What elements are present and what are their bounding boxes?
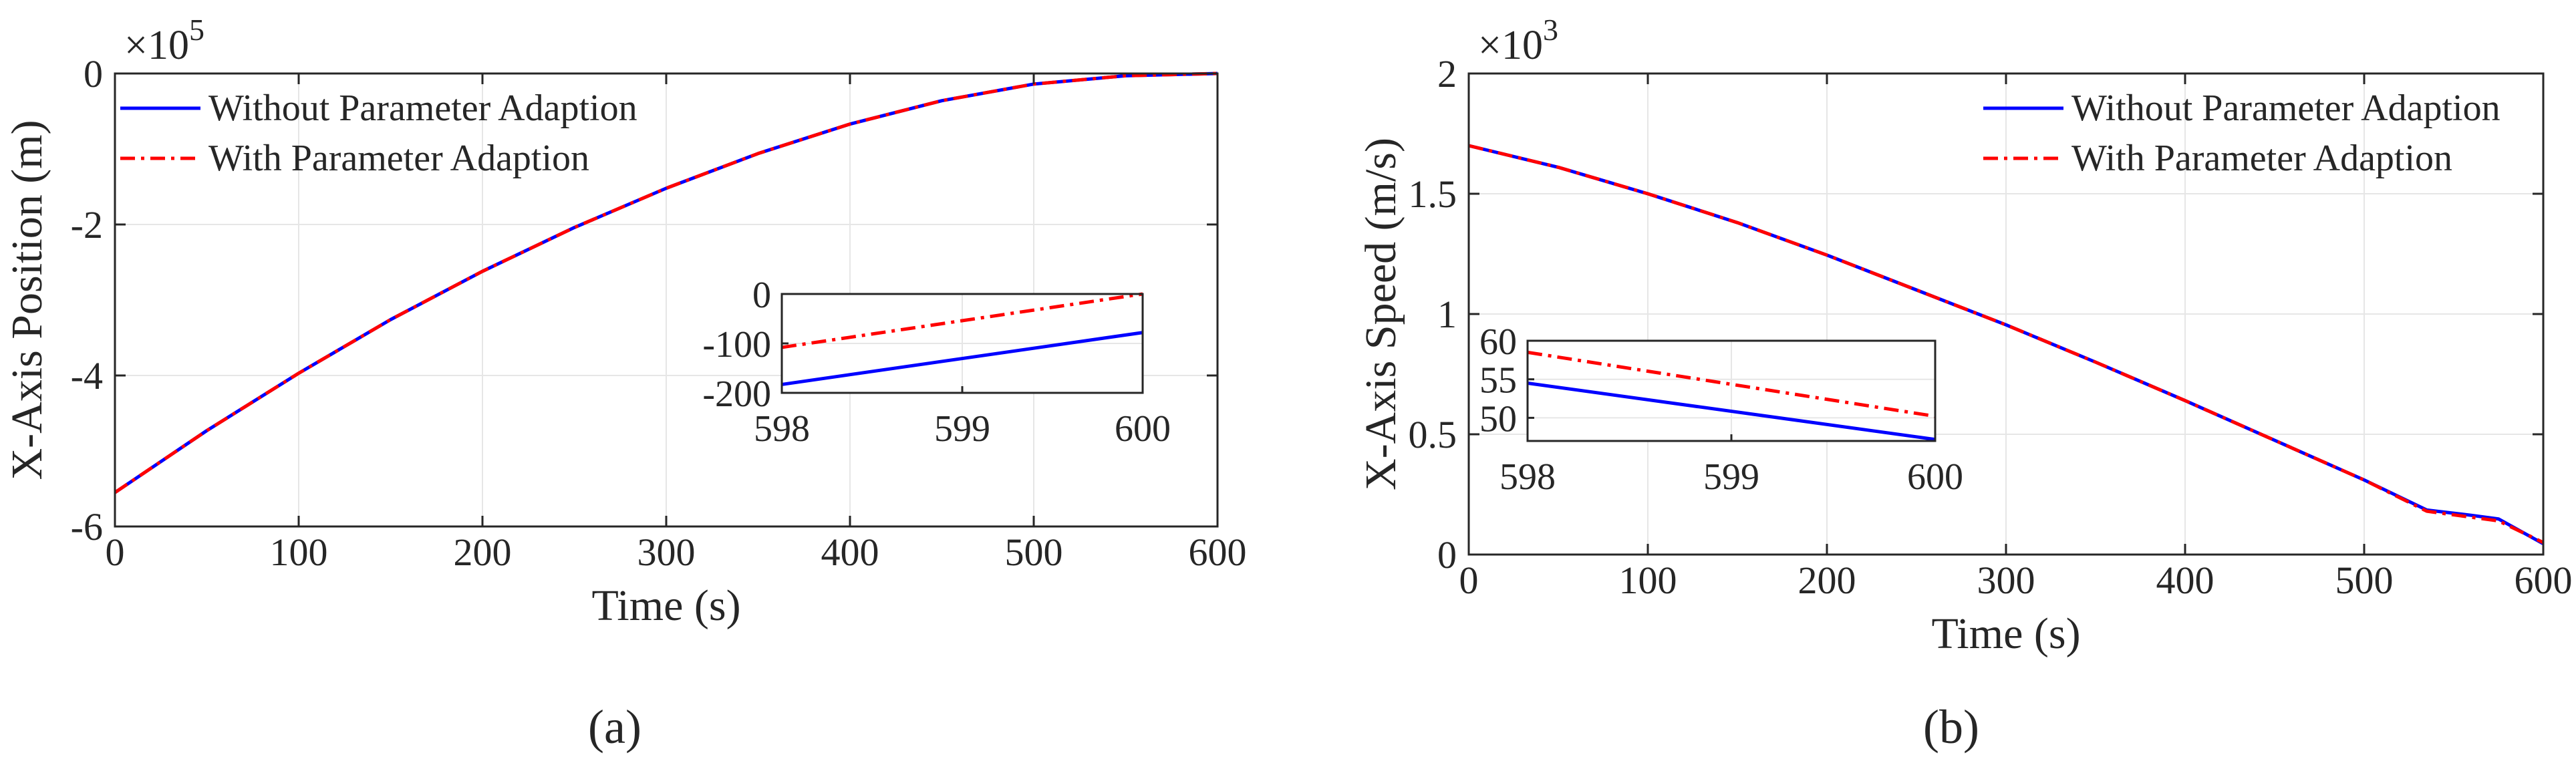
y-tick-label: -4 [71,354,103,398]
inset-y-tick-label: 60 [1479,321,1517,363]
y-tick-label: 0 [84,52,103,96]
y-tick-label: -6 [71,505,103,549]
y-axis-label: X-Axis Position (m) [3,120,51,480]
panel-caption: (b) [1923,700,1979,754]
y-axis-label: X-Axis Speed (m/s) [1356,138,1405,490]
inset-series-line-without-adaption [781,331,1143,386]
inset-x-tick-label: 599 [934,408,990,450]
x-tick-label: 200 [1798,559,1856,602]
inset-y-tick-label: 50 [1479,398,1517,440]
inset-y-tick-label: -100 [702,324,771,365]
x-tick-label: 600 [1189,530,1247,574]
x-tick-label: 300 [637,530,696,574]
inset-x-tick-label: 598 [754,408,810,450]
panel-caption: (a) [588,700,641,754]
y-tick-label: 0 [1437,533,1457,577]
inset-y-tick-label: -200 [702,373,771,415]
chart-panel-b: 0 100 200 300 400 500 600 0 0.5 1 1.5 2 ×103 Time (s)… [1356,13,2573,754]
inset-series-line-with-adaption [1527,350,1936,418]
axis-exponent-label: ×105 [124,13,204,68]
exponent-base: ×10 [1478,23,1543,68]
inset-series-line-with-adaption [781,292,1143,349]
x-tick-label: 100 [1619,559,1677,602]
inset-x-tick-label: 600 [1907,456,1963,498]
inset-y-tick-label: 0 [752,275,771,316]
x-tick-label: 500 [1005,530,1063,574]
y-tick-label: 1.5 [1409,172,1457,216]
x-tick-label: 600 [2515,559,2573,602]
inset-y-tick-label: 55 [1479,360,1517,402]
x-axis-label: Time (s) [1931,609,2080,658]
x-tick-label: 500 [2335,559,2394,602]
exponent-power: 3 [1543,13,1558,47]
inset-x-tick-label: 600 [1115,408,1171,450]
x-tick-label: 100 [270,530,328,574]
x-tick-label: 200 [454,530,512,574]
inset-plot: 598 599 600 -200 -100 0 [702,275,1171,450]
x-tick-label: 0 [106,530,125,574]
y-tick-label: 0.5 [1409,413,1457,456]
x-tick-label: 400 [2156,559,2214,602]
exponent-power: 5 [189,13,204,47]
y-tick-label: 1 [1437,293,1457,336]
x-tick-label: 400 [821,530,879,574]
x-axis-label: Time (s) [591,581,740,630]
y-tick-label: -2 [71,203,103,247]
axis-exponent-label: ×103 [1478,13,1558,68]
inset-x-tick-label: 599 [1703,456,1759,498]
legend-entry: Without Parameter Adaption [208,88,637,129]
legend-entry: With Parameter Adaption [208,138,589,179]
inset-series-line-without-adaption [1527,381,1936,442]
chart-panel-a: 0 100 200 300 400 500 600 -6 -4 -2 0 ×105 Time (s) X-… [3,13,1247,754]
x-tick-label: 0 [1459,559,1479,602]
series-line-with-adaption [1468,144,2545,545]
legend-entry: Without Parameter Adaption [2071,88,2500,129]
legend-entry: With Parameter Adaption [2071,138,2452,179]
y-tick-label: 2 [1437,52,1457,96]
x-tick-label: 300 [1977,559,2035,602]
inset-x-tick-label: 598 [1499,456,1556,498]
exponent-base: ×10 [124,23,189,68]
